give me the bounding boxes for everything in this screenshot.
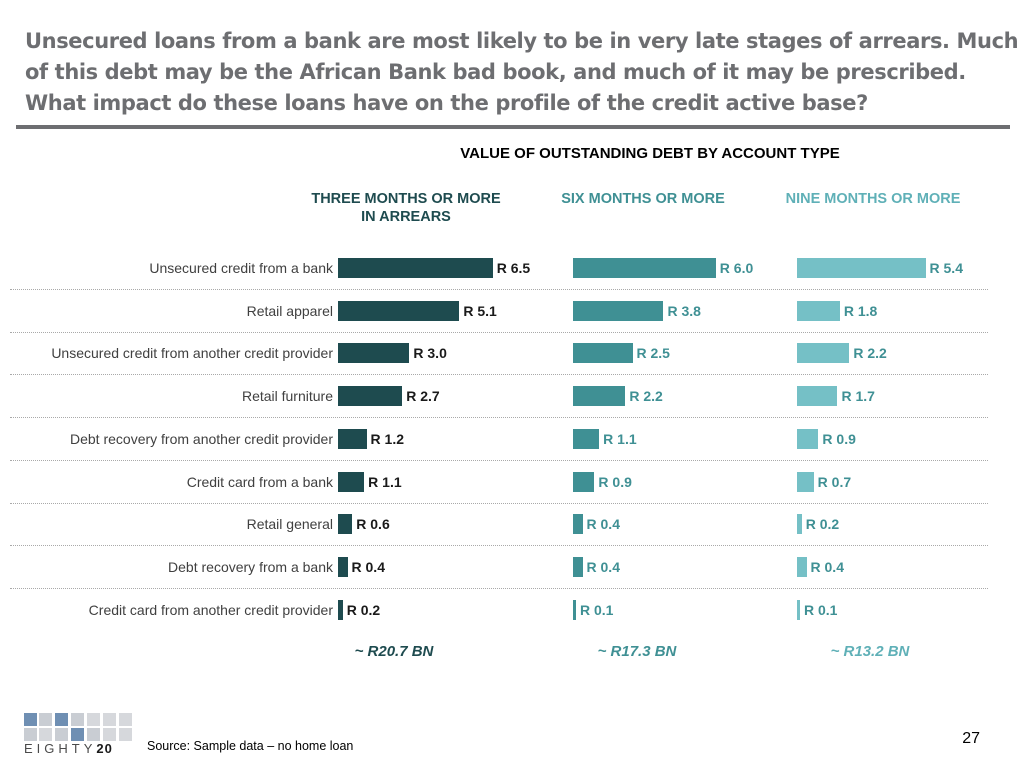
data-label-six-months: R 0.4 [586,516,620,533]
data-label-three-months: R 1.2 [370,430,405,447]
row-separator [10,587,988,589]
bar-three-months [338,300,460,321]
category-label: Retail general [246,516,333,533]
total-nine-months: ~ R13.2 BN [830,643,910,660]
headline-line-1: Unsecured loans from a bank are most lik… [25,29,1019,53]
bar-six-months [573,514,583,535]
bar-six-months [573,599,576,620]
bar-six-months [573,556,583,577]
bar-six-months [573,386,626,407]
data-label-six-months: R 0.4 [586,558,620,575]
bar-nine-months [797,258,926,278]
data-label-six-months: R 3.8 [667,302,701,319]
data-label-three-months: R 6.5 [496,260,531,276]
category-label: Credit card from another credit provider [88,601,333,618]
category-label: Unsecured credit from a bank [149,260,333,276]
row-separator [10,331,988,333]
column-header-nine-months: NINE MONTHS OR MORE [785,191,961,207]
data-label-three-months: R 0.2 [346,601,381,618]
bar-nine-months [797,556,807,577]
total-six-months: ~ R17.3 BN [597,643,677,660]
eighty20-logo-text: EIGHTY20 [24,741,113,756]
row-separator [10,417,988,419]
category-label: Credit card from a bank [186,473,333,490]
data-label-six-months: R 0.1 [580,601,614,618]
bar-nine-months [797,514,802,535]
bar-three-months [338,599,343,620]
data-label-nine-months: R 0.4 [810,558,844,575]
category-label: Debt recovery from a bank [168,558,333,575]
row-separator [10,289,988,290]
bar-three-months [338,556,348,577]
bar-nine-months [797,471,814,492]
headline-line-2: of this debt may be the African Bank bad… [25,60,966,84]
bar-six-months [573,343,633,364]
data-label-nine-months: R 0.1 [804,601,838,618]
data-label-three-months: R 1.1 [368,473,402,490]
headline: Unsecured loans from a bank are most lik… [25,26,1019,119]
bar-nine-months [797,300,840,321]
bar-six-months [573,300,664,321]
headline-line-3: What impact do these loans have on the p… [25,91,868,115]
bar-three-months [338,428,367,449]
bar-three-months [338,386,403,407]
bar-nine-months [797,599,800,620]
bar-six-months [573,428,600,449]
category-label: Debt recovery from another credit provid… [70,430,333,447]
data-label-three-months: R 3.0 [413,345,447,362]
data-label-nine-months: R 1.7 [841,388,875,405]
bar-three-months [338,343,410,364]
bar-three-months [338,258,493,278]
data-label-three-months: R 0.4 [351,558,385,575]
data-label-nine-months: R 0.7 [817,473,852,490]
category-label: Retail furniture [241,388,333,405]
bar-six-months [573,258,716,278]
page-number: 27 [962,730,980,747]
bar-nine-months [797,343,850,364]
column-header-six-months: SIX MONTHS OR MORE [561,191,725,207]
category-label: Unsecured credit from another credit pro… [51,345,333,362]
data-label-nine-months: R 0.2 [805,516,840,533]
data-label-nine-months: R 2.2 [853,345,887,362]
bar-nine-months [797,386,838,407]
data-label-nine-months: R 1.8 [843,302,878,319]
category-label: Retail apparel [246,302,333,319]
bar-nine-months [797,428,819,449]
data-label-six-months: R 0.9 [598,473,632,490]
bar-three-months [338,514,353,535]
source-note: Source: Sample data – no home loan [147,739,354,753]
data-label-nine-months: R 0.9 [822,430,856,447]
chart-title: VALUE OF OUTSTANDING DEBT BY ACCOUNT TYP… [460,145,840,162]
data-label-three-months: R 2.7 [406,388,440,405]
data-label-six-months: R 2.5 [636,345,670,362]
column-header-three-months: THREE MONTHS OR MORE IN ARREARS [311,191,501,225]
row-separator [10,374,988,376]
row-separator [10,459,988,461]
data-label-nine-months: R 5.4 [929,260,963,276]
data-label-six-months: R 6.0 [719,260,754,276]
headline-divider [16,125,1010,129]
row-separator [10,502,988,504]
data-label-six-months: R 2.2 [629,388,663,405]
data-label-three-months: R 5.1 [463,302,497,319]
bar-three-months [338,471,365,492]
row-separator [10,545,988,547]
data-label-three-months: R 0.6 [356,516,390,533]
data-label-six-months: R 1.1 [603,430,637,447]
bar-six-months [573,471,595,492]
total-three-months: ~ R20.7 BN [354,643,434,660]
